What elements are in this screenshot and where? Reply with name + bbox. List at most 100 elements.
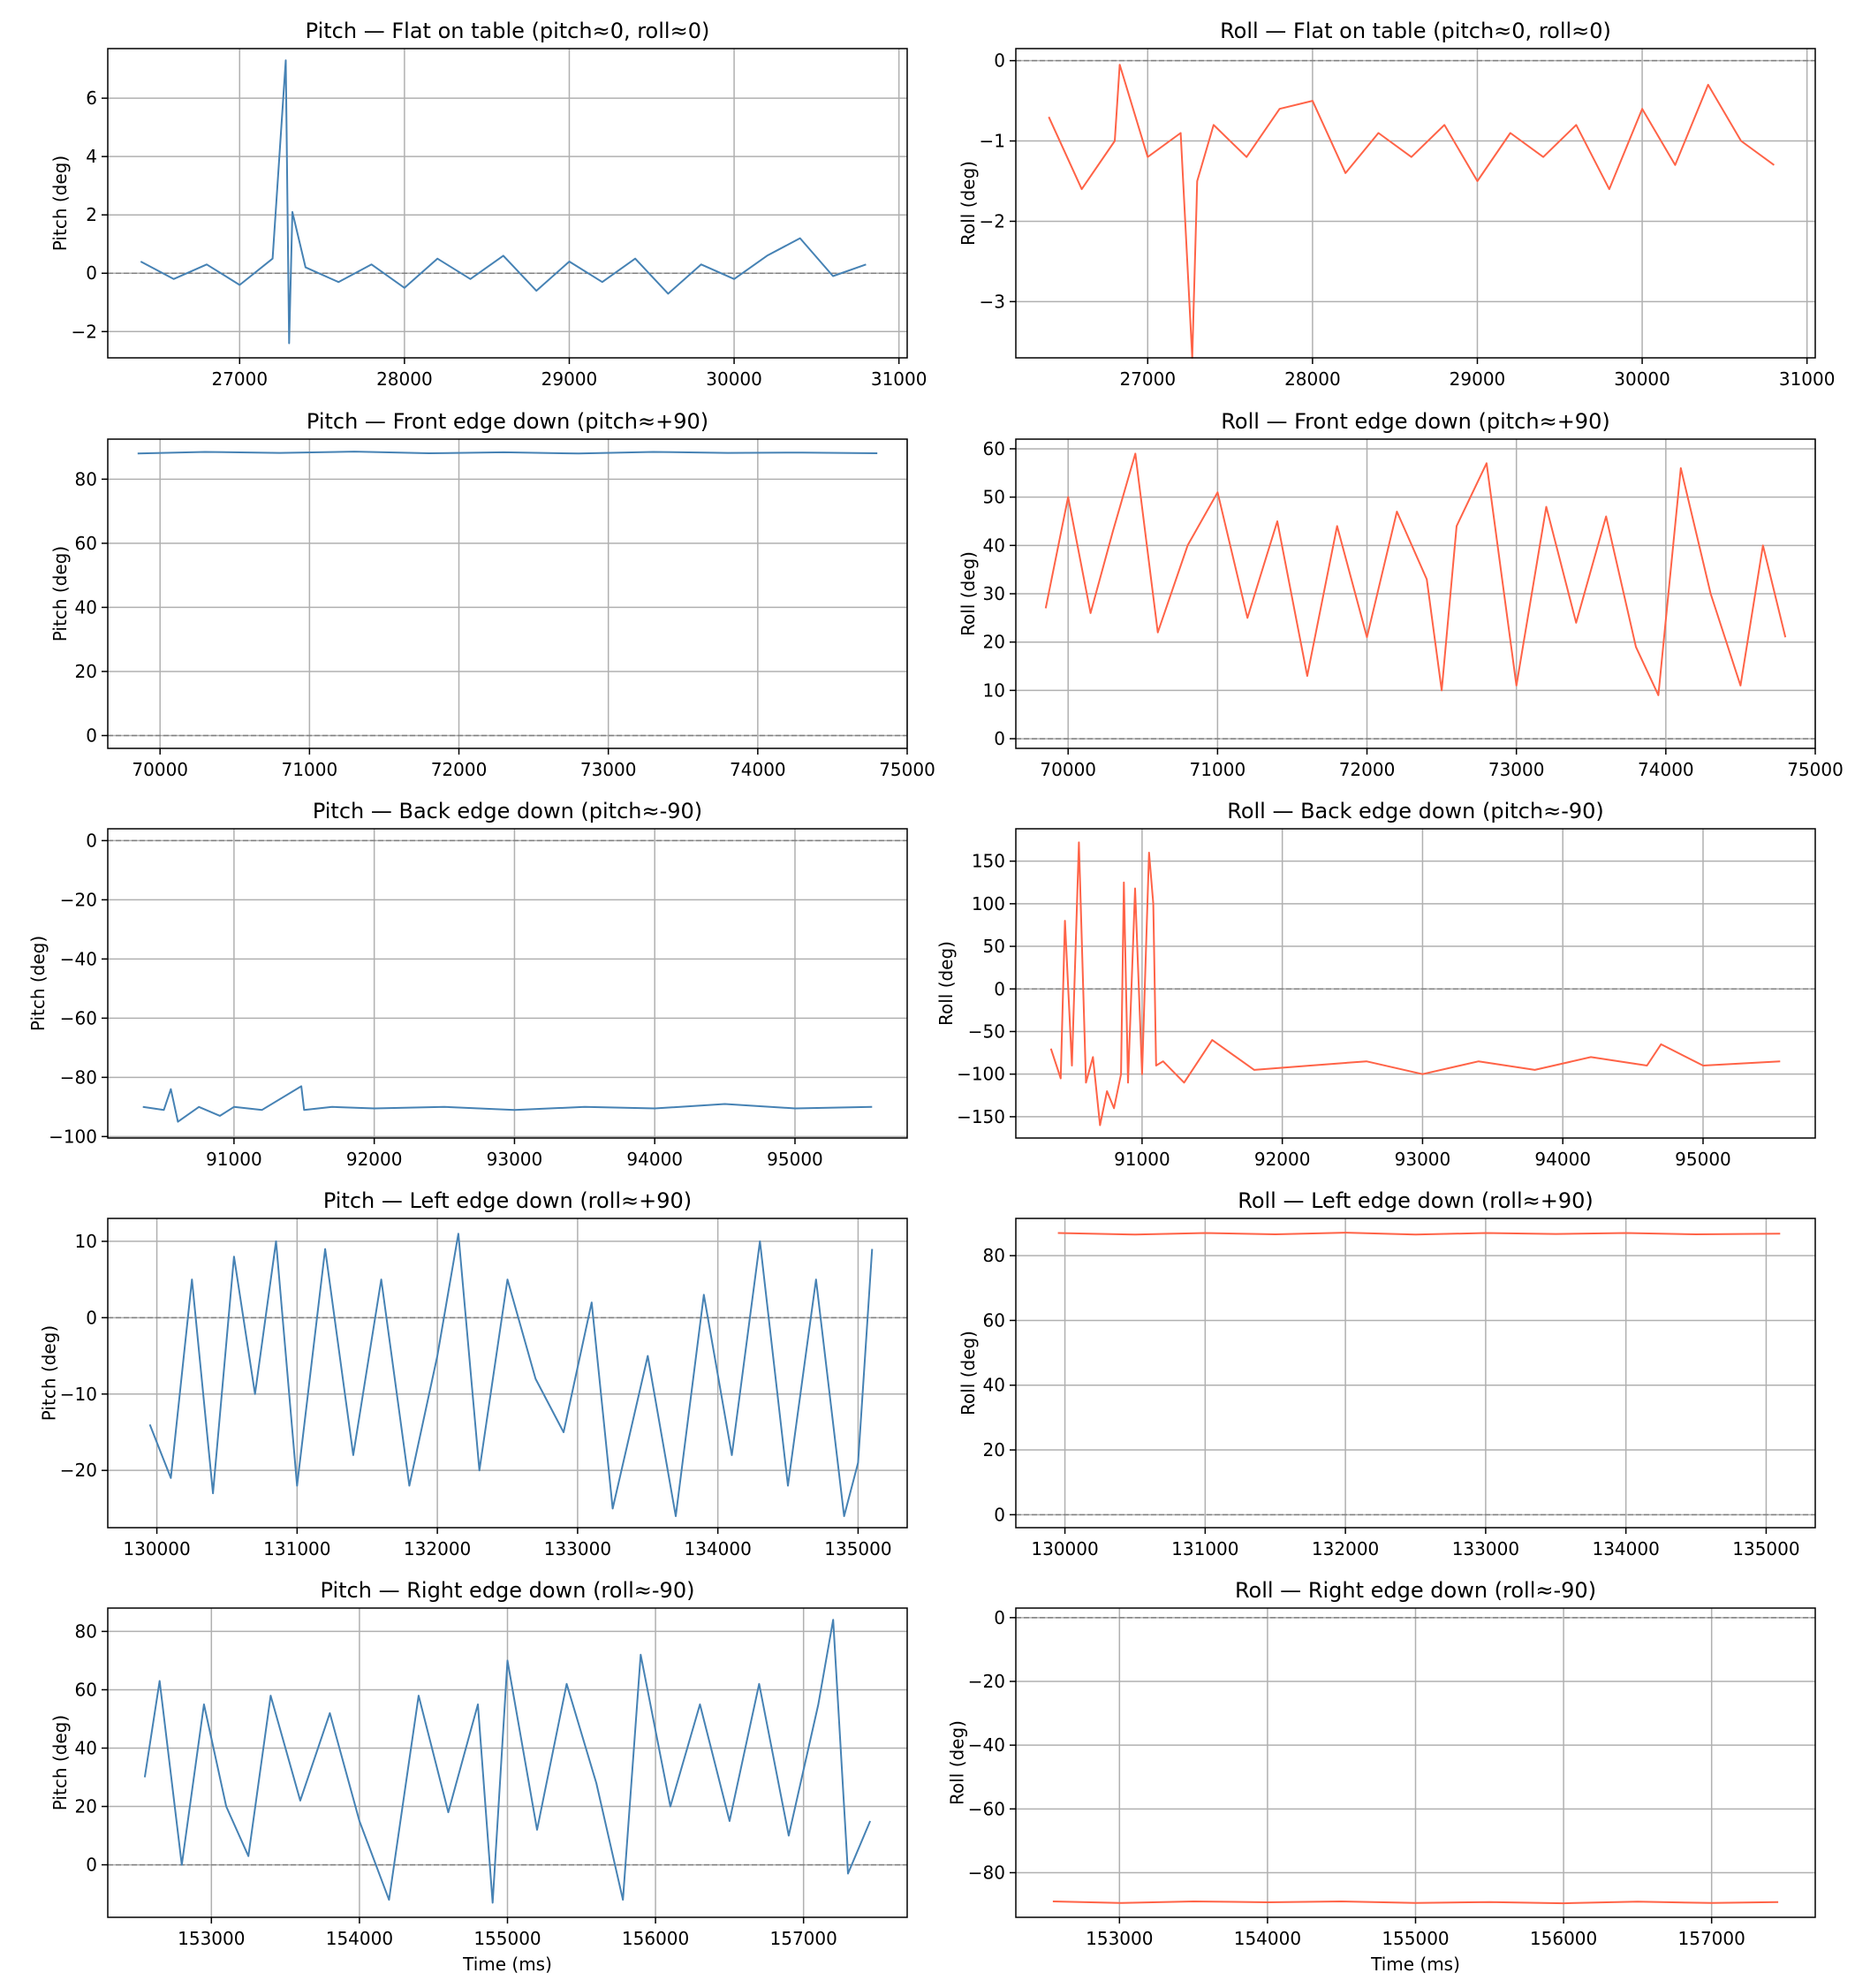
y-tick-label: 0 [994, 978, 1005, 999]
y-tick-label: −60 [968, 1798, 1005, 1819]
chart-panel-5: 91000 92000 93000 94000 95000 −150 −100 −50 0 50 1… [935, 799, 1816, 1170]
x-axis-label: Time (ms) [1370, 1954, 1460, 1975]
x-tick-label: 91000 [1114, 1149, 1170, 1170]
x-tick-label: 30000 [1614, 368, 1670, 390]
y-axis-label: Roll (deg) [935, 941, 957, 1026]
y-tick-label: 10 [983, 679, 1005, 701]
y-tick-label: 6 [86, 87, 97, 109]
x-tick-label: 31000 [1779, 368, 1836, 390]
y-tick-label: 30 [983, 583, 1005, 604]
y-tick-label: 150 [972, 851, 1005, 872]
y-axis-label: Pitch (deg) [39, 1325, 60, 1421]
x-tick-label: 94000 [626, 1149, 683, 1170]
x-tick-label: 133000 [1452, 1538, 1519, 1559]
axes-frame [107, 828, 908, 1139]
y-tick-label: 0 [86, 1307, 97, 1328]
x-tick-label: 155000 [473, 1928, 541, 1949]
y-tick-label: −60 [60, 1007, 97, 1028]
y-tick-label: 20 [75, 1796, 97, 1817]
y-tick-label: 0 [86, 262, 97, 284]
x-tick-label: 154000 [1234, 1928, 1301, 1949]
y-tick-label: −100 [49, 1126, 97, 1147]
y-tick-label: −20 [968, 1671, 1005, 1692]
y-tick-label: −50 [968, 1021, 1005, 1042]
series-line [140, 59, 867, 345]
x-tick-label: 27000 [211, 368, 268, 390]
y-tick-label: −1 [980, 131, 1005, 152]
chart-title: Pitch — Back edge down (pitch≈-90) [313, 799, 702, 823]
series-line [148, 1233, 874, 1517]
y-tick-label: 20 [983, 632, 1005, 653]
x-tick-label: 72000 [1339, 759, 1396, 780]
series-line [1048, 64, 1775, 359]
series-line [1049, 841, 1781, 1127]
y-tick-label: 0 [994, 1607, 1005, 1628]
y-tick-label: 60 [983, 438, 1005, 459]
y-axis-label: Roll (deg) [958, 551, 979, 636]
x-tick-label: 133000 [544, 1538, 611, 1559]
axes-frame [1015, 1218, 1816, 1529]
x-tick-label: 131000 [263, 1538, 330, 1559]
y-tick-label: 20 [75, 661, 97, 682]
x-tick-label: 30000 [706, 368, 762, 390]
x-tick-label: 132000 [1312, 1538, 1379, 1559]
x-tick-label: 92000 [346, 1149, 403, 1170]
x-tick-label: 93000 [1395, 1149, 1451, 1170]
chart-title: Pitch — Right edge down (roll≈-90) [321, 1578, 695, 1603]
y-tick-label: −2 [72, 321, 97, 342]
series-line [1044, 452, 1787, 696]
y-tick-label: 50 [983, 936, 1005, 957]
y-tick-label: 60 [75, 533, 97, 554]
chart-title: Roll — Right edge down (roll≈-90) [1235, 1578, 1596, 1603]
chart-panel-2: 70000 71000 72000 73000 74000 75000 0 20 40 60 80 P… [49, 409, 935, 780]
x-tick-label: 91000 [206, 1149, 262, 1170]
y-tick-label: 0 [86, 830, 97, 851]
y-tick-label: 100 [972, 893, 1005, 914]
y-tick-label: −150 [957, 1106, 1005, 1127]
chart-title: Pitch — Left edge down (roll≈+90) [323, 1188, 692, 1213]
axes-frame [107, 1218, 908, 1529]
y-axis-label: Roll (deg) [958, 161, 979, 246]
series-line [142, 1085, 873, 1123]
x-tick-label: 75000 [879, 759, 935, 780]
y-axis-label: Roll (deg) [947, 1720, 968, 1805]
y-axis-label: Pitch (deg) [49, 546, 71, 641]
x-tick-label: 132000 [404, 1538, 471, 1559]
x-tick-label: 153000 [1086, 1928, 1153, 1949]
series-line [1052, 1901, 1779, 1905]
x-tick-label: 29000 [541, 368, 598, 390]
x-tick-label: 134000 [1592, 1538, 1659, 1559]
chart-panel-4: 91000 92000 93000 94000 95000 −100 −80 −60 −40 −2… [27, 799, 908, 1170]
y-axis-label: Pitch (deg) [27, 936, 49, 1031]
y-axis-label: Pitch (deg) [49, 156, 71, 251]
axes-frame [107, 48, 908, 359]
y-tick-label: 0 [86, 1855, 97, 1876]
chart-title: Roll — Flat on table (pitch≈0, roll≈0) [1220, 19, 1611, 43]
x-tick-label: 134000 [684, 1538, 751, 1559]
y-tick-label: 20 [983, 1439, 1005, 1461]
chart-panel-0: 27000 28000 29000 30000 31000 −2 0 2 4 6 Pitch — F… [49, 19, 927, 390]
chart-title: Pitch — Flat on table (pitch≈0, roll≈0) [306, 19, 710, 43]
y-tick-label: 40 [983, 1375, 1005, 1396]
x-tick-label: 135000 [1732, 1538, 1799, 1559]
chart-title: Roll — Back edge down (pitch≈-90) [1227, 799, 1604, 823]
chart-title: Roll — Left edge down (roll≈+90) [1238, 1188, 1594, 1213]
series-line [1057, 1232, 1781, 1236]
y-tick-label: 80 [983, 1245, 1005, 1266]
x-tick-label: 154000 [326, 1928, 393, 1949]
x-tick-label: 70000 [1040, 759, 1096, 780]
chart-panel-9: 153000 154000 155000 156000 157000 −80 −60 −40 −… [947, 1578, 1816, 1975]
x-tick-label: 75000 [1787, 759, 1844, 780]
y-axis-label: Roll (deg) [958, 1331, 979, 1415]
x-tick-label: 135000 [824, 1538, 891, 1559]
x-tick-label: 71000 [282, 759, 338, 780]
x-tick-label: 71000 [1190, 759, 1246, 780]
y-tick-label: 80 [75, 1620, 97, 1642]
y-tick-label: 0 [994, 50, 1005, 72]
y-axis-label: Pitch (deg) [49, 1715, 71, 1810]
y-tick-label: 10 [75, 1231, 97, 1252]
y-tick-label: −3 [980, 291, 1005, 312]
y-tick-label: 0 [86, 725, 97, 746]
y-tick-label: 0 [994, 728, 1005, 749]
